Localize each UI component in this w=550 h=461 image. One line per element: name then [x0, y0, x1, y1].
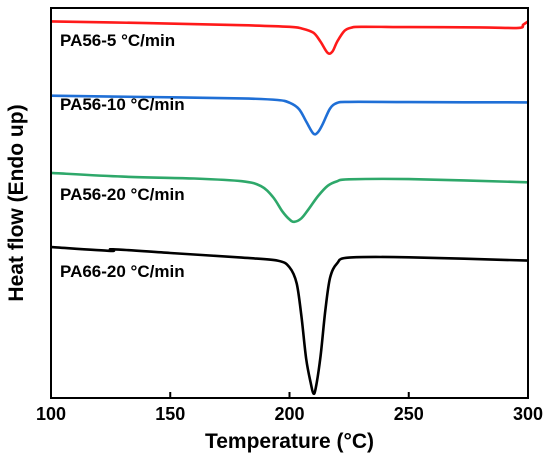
x-ticks-layer: 100 150 200 250 300 — [36, 392, 543, 424]
series-label-3: PA56-20 °C/min — [60, 185, 185, 204]
x-tick-label-200: 200 — [274, 404, 304, 424]
series-line-3 — [50, 171, 529, 224]
series-line-2 — [50, 94, 529, 136]
x-tick-label-250: 250 — [394, 404, 424, 424]
series-label-1: PA56-5 °C/min — [60, 31, 175, 50]
x-tick-label-300: 300 — [513, 404, 543, 424]
x-tick-label-150: 150 — [155, 404, 185, 424]
series-labels-layer: PA56-5 °C/min PA56-10 °C/min PA56-20 °C/mi… — [60, 31, 185, 281]
y-axis-title: Heat flow (Endo up) — [5, 104, 28, 301]
x-axis-title: Temperature (°C) — [205, 430, 374, 453]
series-label-4: PA66-20 °C/min — [60, 262, 185, 281]
series-line-4 — [50, 245, 529, 396]
x-tick-label-100: 100 — [36, 404, 66, 424]
series-line-1 — [50, 20, 529, 56]
curves-layer — [50, 20, 529, 396]
series-label-2: PA56-10 °C/min — [60, 95, 185, 114]
